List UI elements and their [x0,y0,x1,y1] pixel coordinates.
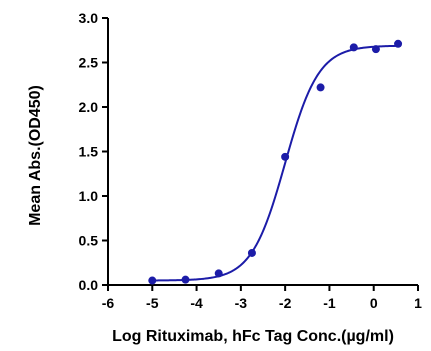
x-tick-label: 1 [414,295,422,311]
fit-layer [152,44,401,282]
data-point [247,248,256,257]
data-point [181,275,190,284]
data-point [214,269,223,278]
data-point [371,45,380,54]
y-tick-label: 2.5 [79,55,99,71]
data-point [148,276,157,285]
points-layer [148,39,403,285]
x-tick-label: -5 [146,295,159,311]
data-point [349,43,358,52]
fit-curve [152,44,401,282]
x-tick-label: -3 [235,295,248,311]
x-tick-label: -2 [279,295,292,311]
x-tick-label: 0 [370,295,378,311]
x-tick-label: -4 [190,295,203,311]
data-point [281,152,290,161]
data-point [316,83,325,92]
y-axis-title: Mean Abs.(OD450) [27,85,44,226]
x-axis-title: Log Rituximab, hFc Tag Conc.(µg/ml) [112,328,394,345]
y-tick-label: 2.0 [79,99,99,115]
y-tick-label: 1.0 [79,188,99,204]
ticks-layer: -6 -5 -4 -3 -2 -1 0 1 0.0 0.5 1.0 1.5 2.0 2.5 3.0 [79,10,423,311]
x-tick-label: -1 [323,295,336,311]
axes-layer [107,18,418,286]
y-tick-label: 3.0 [79,10,99,26]
y-tick-label: 1.5 [79,144,99,160]
y-tick-label: 0.5 [79,233,99,249]
data-point [394,39,403,48]
y-tick-label: 0.0 [79,277,99,293]
x-tick-label: -6 [102,295,115,311]
